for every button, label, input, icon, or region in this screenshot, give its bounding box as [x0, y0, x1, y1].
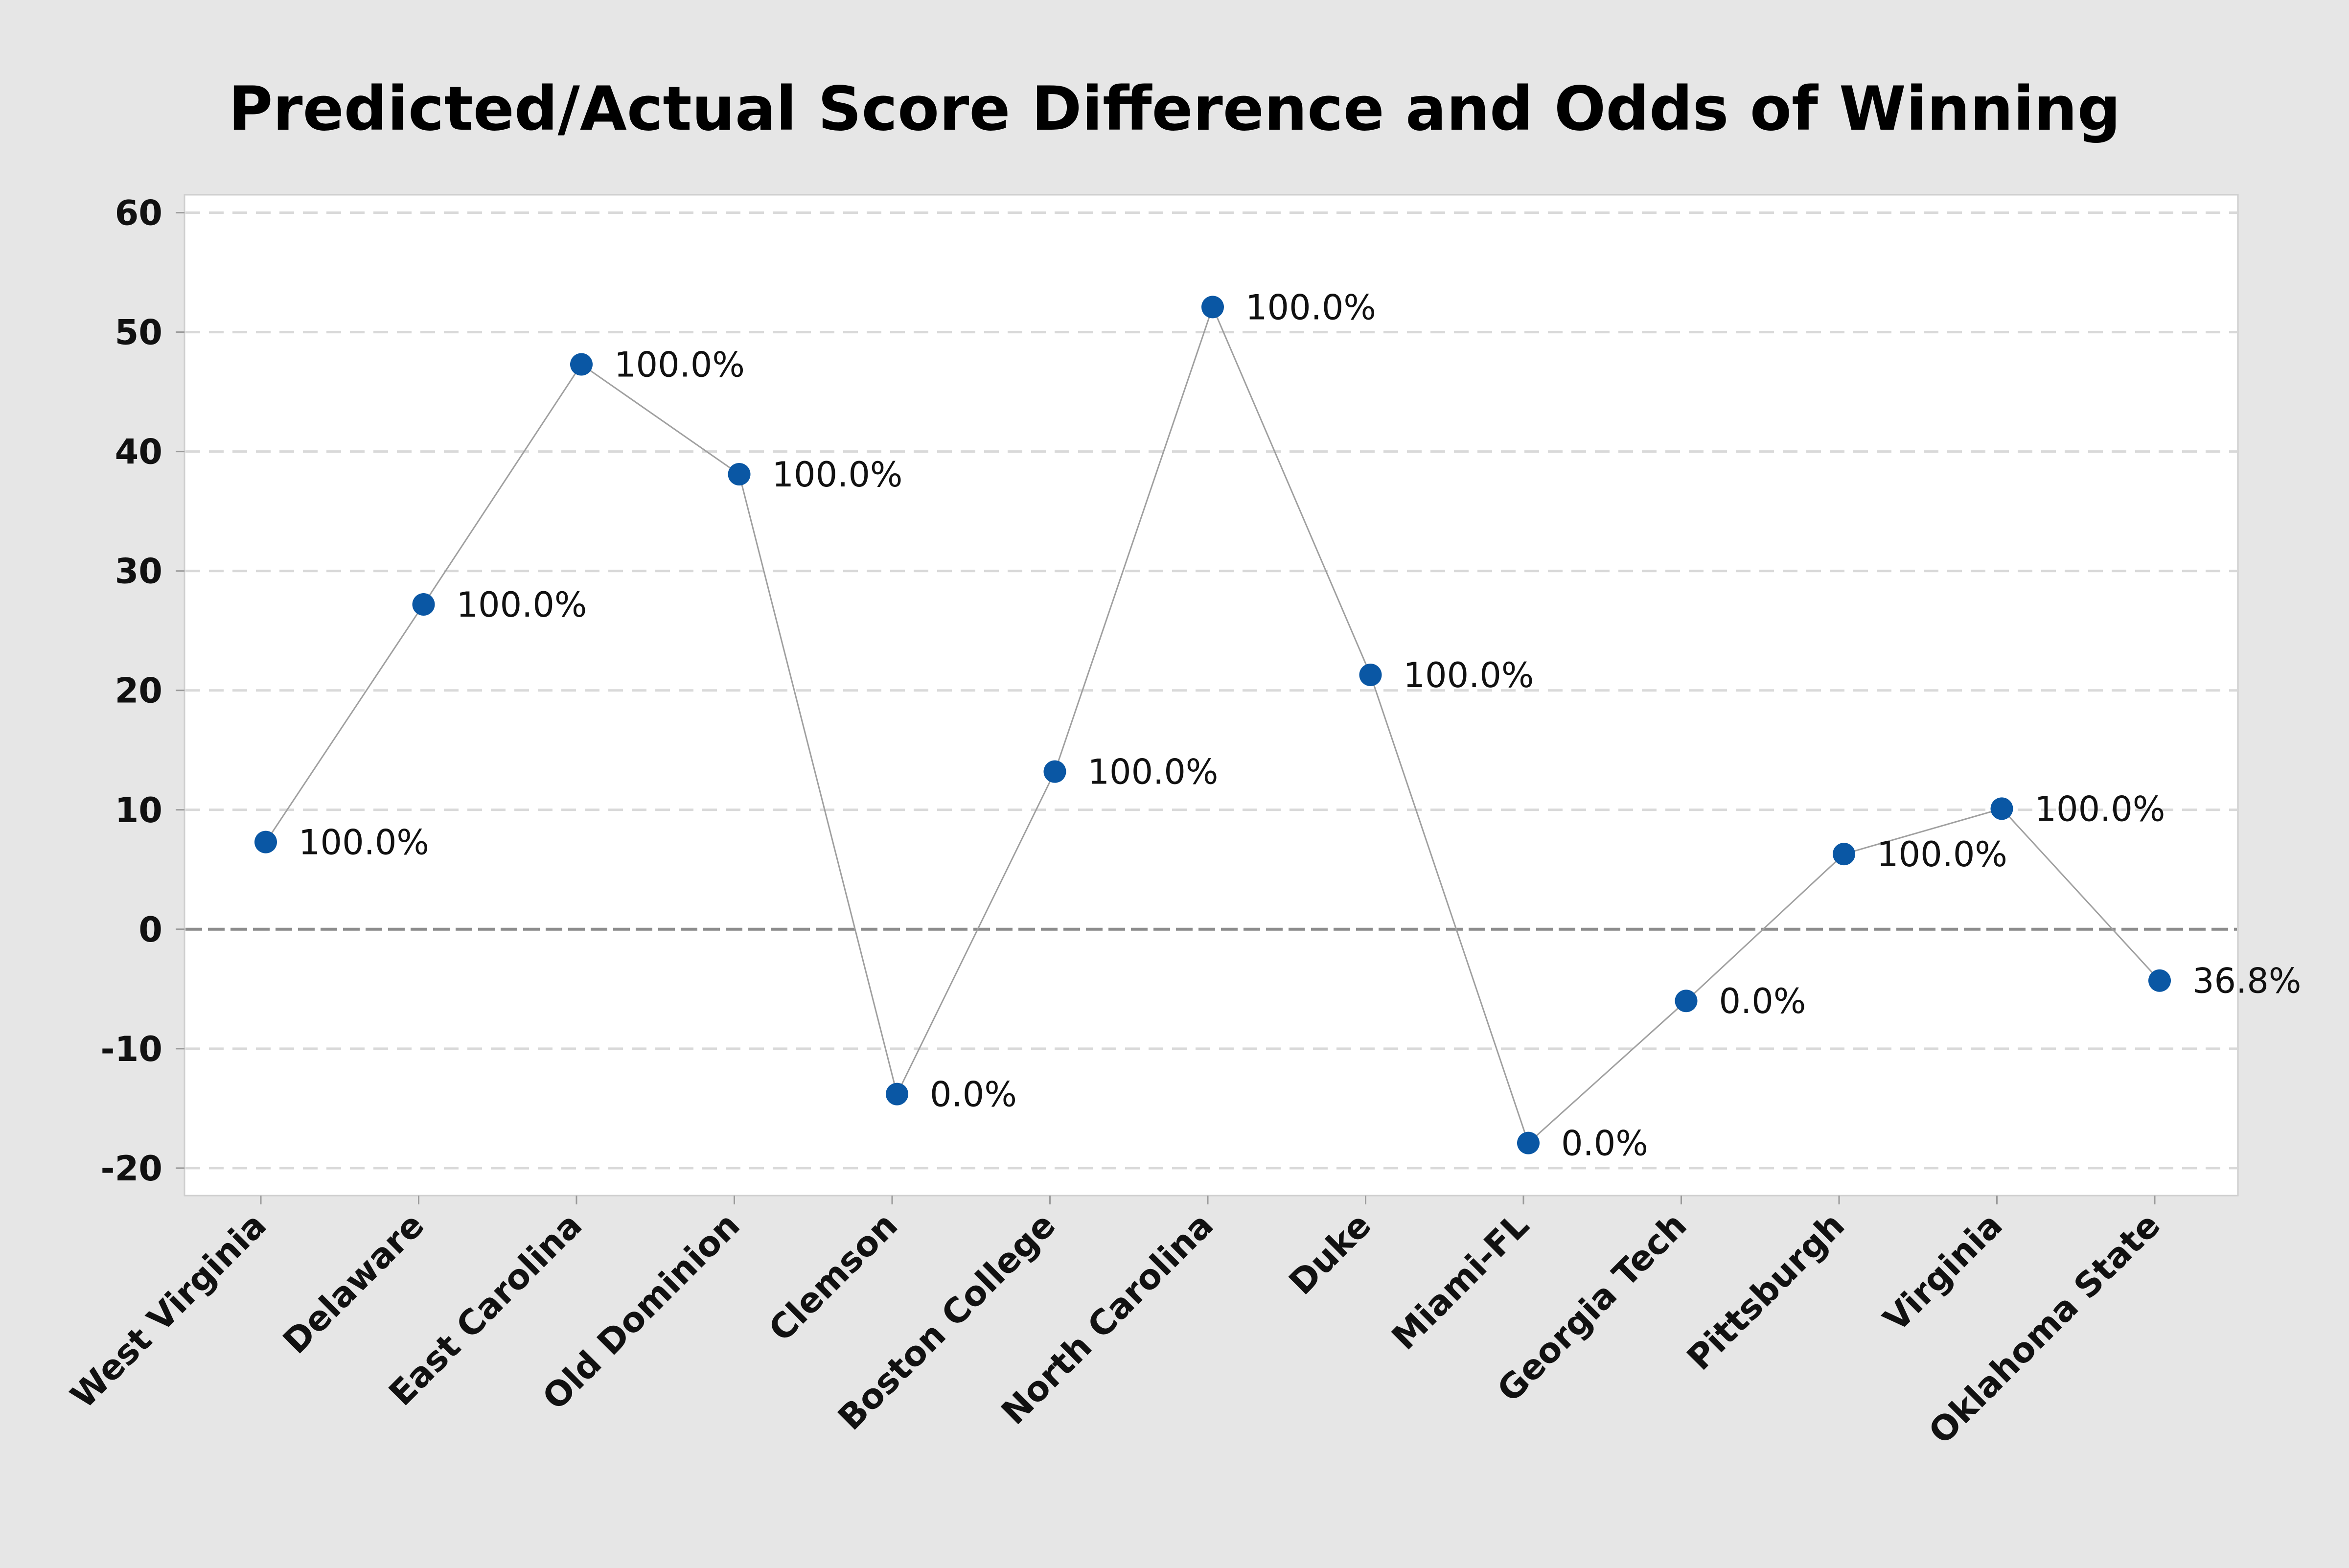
- y-tick-label: 0: [138, 910, 162, 950]
- data-label: 36.8%: [2192, 961, 2301, 1001]
- data-point: [412, 593, 435, 616]
- grid-lines: [185, 211, 2237, 1170]
- data-label: 100.0%: [1404, 655, 1534, 695]
- data-label: 0.0%: [1561, 1124, 1648, 1164]
- plot-area: [184, 194, 2239, 1197]
- y-tick-label: 10: [115, 790, 162, 830]
- data-label: 100.0%: [1088, 752, 1219, 792]
- data-point: [1990, 797, 2013, 820]
- chart-title: Predicted/Actual Score Difference and Od…: [229, 74, 2121, 144]
- data-label: 100.0%: [2035, 789, 2165, 829]
- data-label: 100.0%: [1877, 834, 2007, 875]
- data-point: [1359, 664, 1382, 687]
- data-point: [570, 353, 593, 376]
- y-tick-label: 20: [115, 671, 162, 711]
- data-point: [1517, 1131, 1540, 1154]
- data-label: 0.0%: [1719, 981, 1806, 1021]
- y-axis: -20 -10 0 10 20 30 40 50 60: [101, 193, 184, 1189]
- data-label: 100.0%: [1245, 287, 1376, 327]
- data-point: [728, 463, 751, 486]
- data-point: [886, 1083, 908, 1106]
- data-label: 100.0%: [457, 585, 587, 625]
- series: 100.0% 100.0% 100.0% 100.0% 0.0% 100.0% 100.0%…: [254, 287, 2301, 1164]
- data-label: 100.0%: [772, 455, 903, 495]
- y-tick-label: 60: [115, 193, 162, 233]
- data-point: [1043, 760, 1066, 783]
- data-point: [1675, 990, 1698, 1013]
- data-point: [254, 830, 277, 853]
- data-point: [1833, 843, 1855, 866]
- data-point: [2148, 969, 2171, 992]
- y-tick-label: -20: [101, 1149, 162, 1189]
- data-label: 100.0%: [614, 345, 745, 385]
- y-tick-label: -10: [101, 1029, 162, 1069]
- data-label: 100.0%: [299, 823, 429, 863]
- y-tick-label: 40: [115, 432, 162, 472]
- y-tick-label: 30: [115, 552, 162, 592]
- y-tick-label: 50: [115, 313, 162, 353]
- data-label: 0.0%: [930, 1075, 1017, 1115]
- data-point: [1201, 296, 1224, 319]
